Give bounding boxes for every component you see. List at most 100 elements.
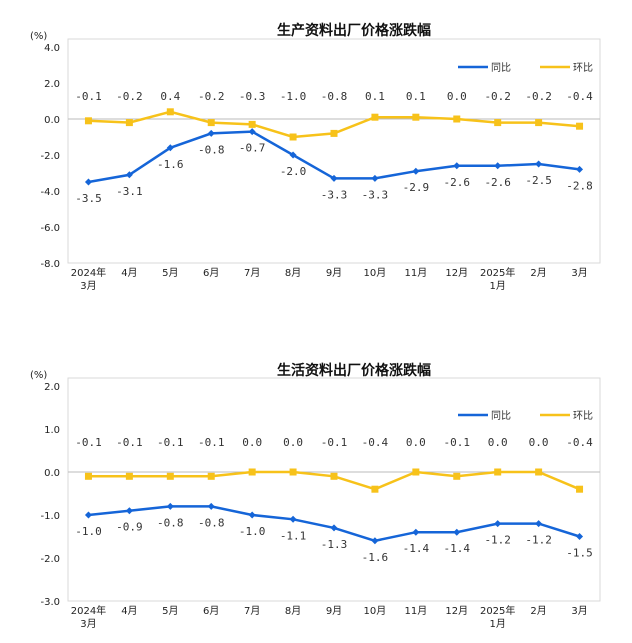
chart-title: 生产资料出厂价格涨跌幅: [277, 22, 431, 39]
data-label-yoy: -2.0: [280, 165, 307, 178]
data-point-yoy: [248, 511, 256, 519]
series-line-yoy: [88, 130, 580, 184]
data-point-yoy: [535, 160, 543, 168]
data-point-mom: [371, 485, 379, 493]
data-point-yoy: [494, 162, 502, 170]
data-point-yoy: [207, 502, 215, 510]
y-tick-label: 0.0: [44, 115, 60, 126]
y-tick-label: -2.0: [40, 554, 60, 565]
data-label-mom: -0.1: [444, 436, 471, 449]
data-point-mom: [207, 472, 215, 480]
data-point-yoy: [125, 171, 133, 179]
data-point-mom: [84, 117, 92, 125]
x-tick-label: 9月: [326, 605, 342, 617]
data-point-mom: [453, 115, 461, 123]
x-tick-label: 5月: [162, 605, 178, 617]
data-point-mom: [125, 119, 133, 127]
y-tick-label: -2.0: [40, 151, 60, 162]
data-point-mom: [412, 113, 420, 121]
data-label-mom: 0.1: [406, 90, 426, 103]
data-point-yoy: [576, 533, 584, 540]
x-tick-label: 4月: [121, 605, 137, 617]
data-point-yoy: [330, 524, 338, 532]
data-label-mom: -0.1: [75, 436, 102, 449]
data-point-mom: [330, 472, 338, 480]
data-point-yoy: [453, 528, 461, 536]
data-label-yoy: -3.3: [321, 188, 348, 201]
data-point-mom: [576, 485, 584, 493]
data-point-yoy: [166, 502, 174, 510]
data-label-mom: -0.2: [525, 90, 552, 103]
data-label-mom: 0.0: [447, 90, 467, 103]
x-tick-label: 7月: [244, 267, 260, 279]
data-label-yoy: -2.6: [444, 176, 471, 189]
data-label-yoy: -3.3: [362, 188, 389, 201]
x-tick-label: 6月: [203, 267, 219, 279]
data-point-mom: [248, 468, 256, 476]
data-point-mom: [576, 122, 584, 130]
data-label-mom: -0.1: [157, 436, 184, 449]
data-point-mom: [166, 108, 174, 116]
data-point-yoy: [330, 174, 338, 182]
x-tick-label: 5月: [162, 267, 178, 279]
data-point-mom: [289, 468, 297, 476]
data-point-yoy: [371, 174, 379, 182]
data-label-yoy: -1.6: [157, 158, 184, 171]
x-tick-label: 7月: [244, 605, 260, 617]
data-label-mom: 0.0: [529, 436, 549, 449]
x-tick-label: 11月: [404, 267, 427, 279]
data-label-mom: -0.4: [566, 90, 593, 103]
data-label-yoy: -1.4: [444, 542, 471, 555]
data-label-yoy: -1.4: [403, 542, 430, 555]
data-point-mom: [535, 468, 543, 476]
y-tick-label: 0.0: [44, 468, 60, 479]
data-label-mom: -0.8: [321, 90, 348, 103]
data-label-mom: -0.3: [239, 90, 266, 103]
x-tick-label: 12月: [445, 267, 468, 279]
data-label-yoy: -2.9: [403, 181, 430, 194]
plot-area: [67, 38, 601, 264]
y-axis-unit: (%): [30, 370, 47, 381]
x-tick-label: 1月: [490, 618, 506, 630]
data-label-yoy: -1.0: [75, 525, 102, 538]
data-point-mom: [494, 119, 502, 127]
data-label-yoy: -1.6: [362, 551, 389, 564]
data-point-yoy: [125, 507, 133, 515]
data-label-mom: -0.1: [198, 436, 225, 449]
data-point-yoy: [84, 511, 92, 519]
data-label-mom: -0.1: [75, 90, 102, 103]
data-label-mom: -0.4: [362, 436, 389, 449]
x-tick-label: 11月: [404, 605, 427, 617]
x-tick-label: 12月: [445, 605, 468, 617]
data-label-yoy: -0.7: [239, 142, 266, 155]
data-label-mom: 0.4: [160, 90, 180, 103]
y-tick-label: 4.0: [44, 43, 60, 54]
data-point-yoy: [535, 520, 543, 528]
data-point-yoy: [412, 167, 420, 175]
x-tick-label: 8月: [285, 605, 301, 617]
data-label-mom: 0.0: [283, 436, 303, 449]
plot-area: [67, 377, 601, 602]
data-label-yoy: -0.8: [198, 516, 225, 529]
data-label-yoy: -0.9: [116, 521, 143, 534]
x-tick-label: 2025年: [480, 266, 515, 279]
x-tick-label: 2月: [530, 267, 546, 279]
data-label-mom: -1.0: [280, 90, 307, 103]
data-point-yoy: [84, 178, 92, 186]
data-label-yoy: -0.8: [198, 143, 225, 156]
data-point-yoy: [207, 129, 215, 137]
x-tick-label: 3月: [571, 605, 587, 617]
data-point-yoy: [289, 515, 297, 523]
y-tick-label: -1.0: [40, 511, 60, 522]
data-label-yoy: -0.8: [157, 516, 184, 529]
legend-label-mom: 环比: [573, 410, 593, 422]
x-tick-label: 3月: [80, 618, 96, 630]
data-label-yoy: -3.1: [116, 185, 143, 198]
x-tick-label: 1月: [490, 280, 506, 292]
x-tick-label: 10月: [364, 267, 387, 279]
data-point-mom: [125, 472, 133, 480]
data-label-mom: -0.1: [116, 436, 143, 449]
data-label-mom: -0.2: [198, 90, 225, 103]
data-label-yoy: -2.8: [566, 179, 593, 192]
